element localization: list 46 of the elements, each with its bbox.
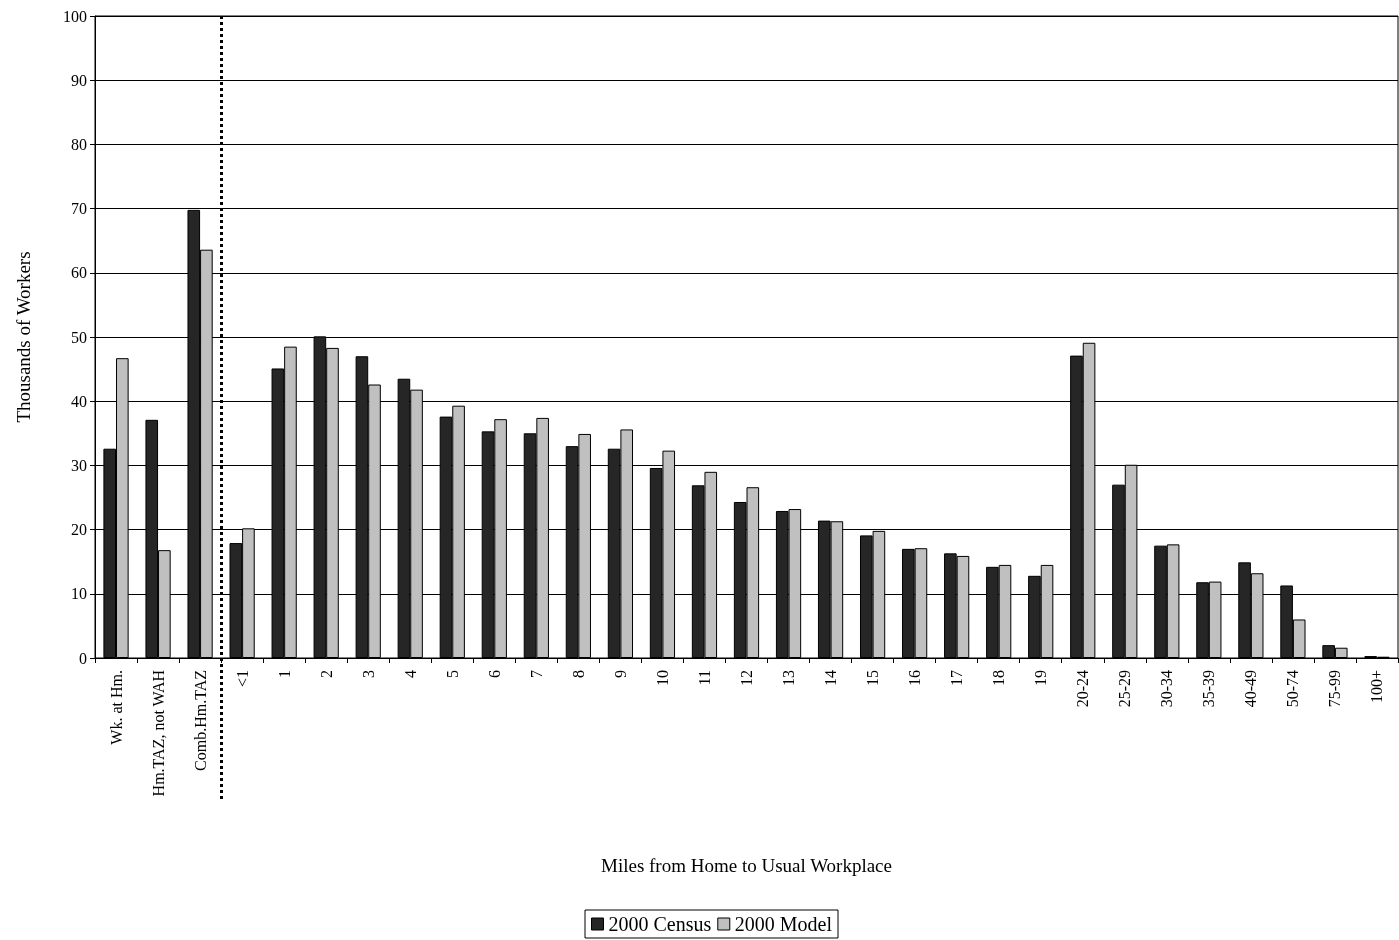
x-tick-label: 14 bbox=[822, 670, 840, 686]
x-tick-label: 40-49 bbox=[1242, 670, 1260, 708]
x-tick-label: Hm.TAZ, not WAH bbox=[149, 669, 167, 797]
x-tick-label: 13 bbox=[780, 670, 798, 686]
x-tick-label: 25-29 bbox=[1116, 670, 1134, 708]
x-tick-label: 50-74 bbox=[1284, 670, 1302, 708]
x-tick-label: 3 bbox=[359, 670, 377, 678]
x-tick-label: 8 bbox=[569, 670, 587, 678]
y-tick-label: 30 bbox=[71, 456, 87, 474]
x-tick-label: 4 bbox=[401, 670, 419, 678]
x-tick-label: 19 bbox=[1032, 670, 1050, 686]
x-tick-label: 11 bbox=[695, 670, 713, 686]
x-tick-label: 16 bbox=[906, 670, 924, 686]
y-tick-label: 60 bbox=[71, 264, 87, 282]
x-tick-label: <1 bbox=[233, 670, 251, 688]
x-tick-label: 7 bbox=[527, 670, 545, 678]
x-tick-label: Comb.Hm.TAZ bbox=[191, 670, 209, 771]
y-tick-label: 0 bbox=[79, 649, 87, 667]
x-tick-label: 6 bbox=[485, 670, 503, 678]
y-tick-label: 90 bbox=[71, 71, 87, 89]
x-tick-label: 18 bbox=[990, 670, 1008, 686]
y-tick-label: 70 bbox=[71, 200, 87, 218]
x-tick-label: 15 bbox=[864, 670, 882, 686]
x-tick-label: 20-24 bbox=[1074, 670, 1092, 708]
x-tick-label: 10 bbox=[653, 670, 671, 686]
y-tick-label: 10 bbox=[71, 585, 87, 603]
x-tick-label: 75-99 bbox=[1326, 670, 1344, 708]
x-tick-label: 30-34 bbox=[1158, 670, 1176, 708]
y-tick-label: 40 bbox=[71, 392, 87, 410]
x-tick-label: 17 bbox=[948, 670, 966, 686]
x-tick-label: 35-39 bbox=[1200, 670, 1218, 708]
x-tick-label: 5 bbox=[443, 670, 461, 678]
y-tick-label: 50 bbox=[71, 328, 87, 346]
x-axis-title: Miles from Home to Usual Workplace bbox=[601, 855, 892, 876]
y-tick-label: 20 bbox=[71, 521, 87, 539]
x-tick-label: 9 bbox=[611, 670, 629, 678]
x-tick-label: 12 bbox=[738, 670, 755, 686]
legend-label: 2000 Model bbox=[734, 913, 833, 935]
y-tick-label: 80 bbox=[71, 135, 87, 153]
y-tick-label: 100 bbox=[63, 7, 87, 25]
x-tick-label: Wk. at Hm. bbox=[107, 670, 125, 745]
x-tick-label: 1 bbox=[275, 670, 293, 678]
y-axis-title: Thousands of Workers bbox=[13, 251, 34, 423]
legend-label: 2000 Census bbox=[608, 913, 712, 935]
x-tick-label: 100+ bbox=[1368, 670, 1386, 704]
x-tick-label: 2 bbox=[317, 670, 335, 678]
